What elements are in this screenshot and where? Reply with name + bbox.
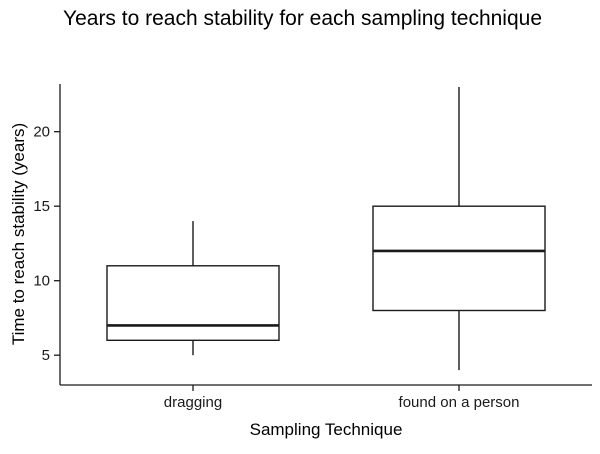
y-tick-label: 20 [33,124,50,141]
x-tick-label: found on a person [399,394,520,411]
y-tick-label: 15 [33,198,50,215]
chart-title: Years to reach stability for each sampli… [63,7,543,30]
iqr-box [106,265,280,341]
y-tick-label: 5 [42,347,50,364]
x-axis-title: Sampling Technique [249,420,403,439]
x-tick-label: dragging [164,394,222,411]
y-tick-label: 10 [33,273,50,290]
iqr-box [372,205,546,312]
